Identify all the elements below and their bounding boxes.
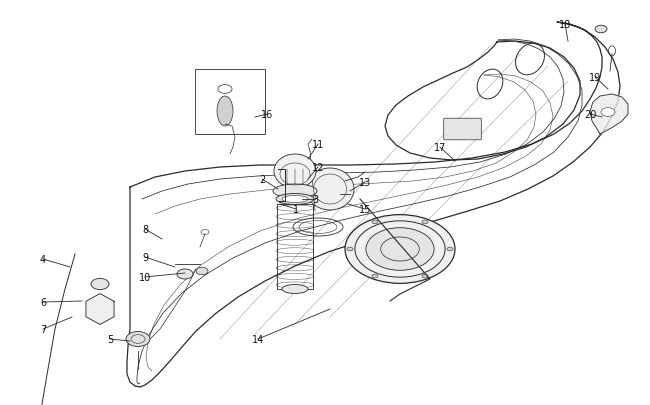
Polygon shape xyxy=(590,95,628,135)
Text: 1: 1 xyxy=(293,205,299,215)
Circle shape xyxy=(126,332,150,347)
Ellipse shape xyxy=(282,285,308,294)
Circle shape xyxy=(177,269,193,279)
Text: 18: 18 xyxy=(559,20,571,30)
Text: 5: 5 xyxy=(107,334,113,344)
Circle shape xyxy=(372,220,378,224)
Text: 9: 9 xyxy=(142,252,148,262)
Circle shape xyxy=(595,26,607,34)
Circle shape xyxy=(422,220,428,224)
Text: 10: 10 xyxy=(139,272,151,282)
Ellipse shape xyxy=(282,196,308,203)
Circle shape xyxy=(366,228,434,271)
Circle shape xyxy=(422,275,428,278)
Ellipse shape xyxy=(274,155,316,189)
Text: 2: 2 xyxy=(259,175,265,185)
Ellipse shape xyxy=(276,194,314,205)
Text: 4: 4 xyxy=(40,254,46,264)
Text: 7: 7 xyxy=(40,324,46,334)
Ellipse shape xyxy=(273,185,317,198)
Text: 20: 20 xyxy=(584,110,596,120)
Text: 14: 14 xyxy=(252,334,264,344)
Text: 6: 6 xyxy=(40,297,46,307)
Circle shape xyxy=(347,247,353,251)
Text: 13: 13 xyxy=(359,177,371,188)
Text: 11: 11 xyxy=(312,140,324,149)
Circle shape xyxy=(372,275,378,278)
Bar xyxy=(195,70,265,135)
Text: 16: 16 xyxy=(261,110,273,120)
Circle shape xyxy=(601,109,615,117)
Text: 8: 8 xyxy=(142,224,148,234)
Polygon shape xyxy=(86,294,114,325)
Circle shape xyxy=(345,215,455,284)
Ellipse shape xyxy=(217,97,233,127)
Circle shape xyxy=(91,279,109,290)
Ellipse shape xyxy=(306,168,354,211)
Circle shape xyxy=(196,268,208,275)
Text: 17: 17 xyxy=(434,143,446,153)
Text: 12: 12 xyxy=(312,162,324,173)
Circle shape xyxy=(447,247,453,251)
Text: 19: 19 xyxy=(589,73,601,83)
Text: 3: 3 xyxy=(312,194,318,205)
Text: 15: 15 xyxy=(359,205,371,215)
FancyBboxPatch shape xyxy=(444,119,481,141)
